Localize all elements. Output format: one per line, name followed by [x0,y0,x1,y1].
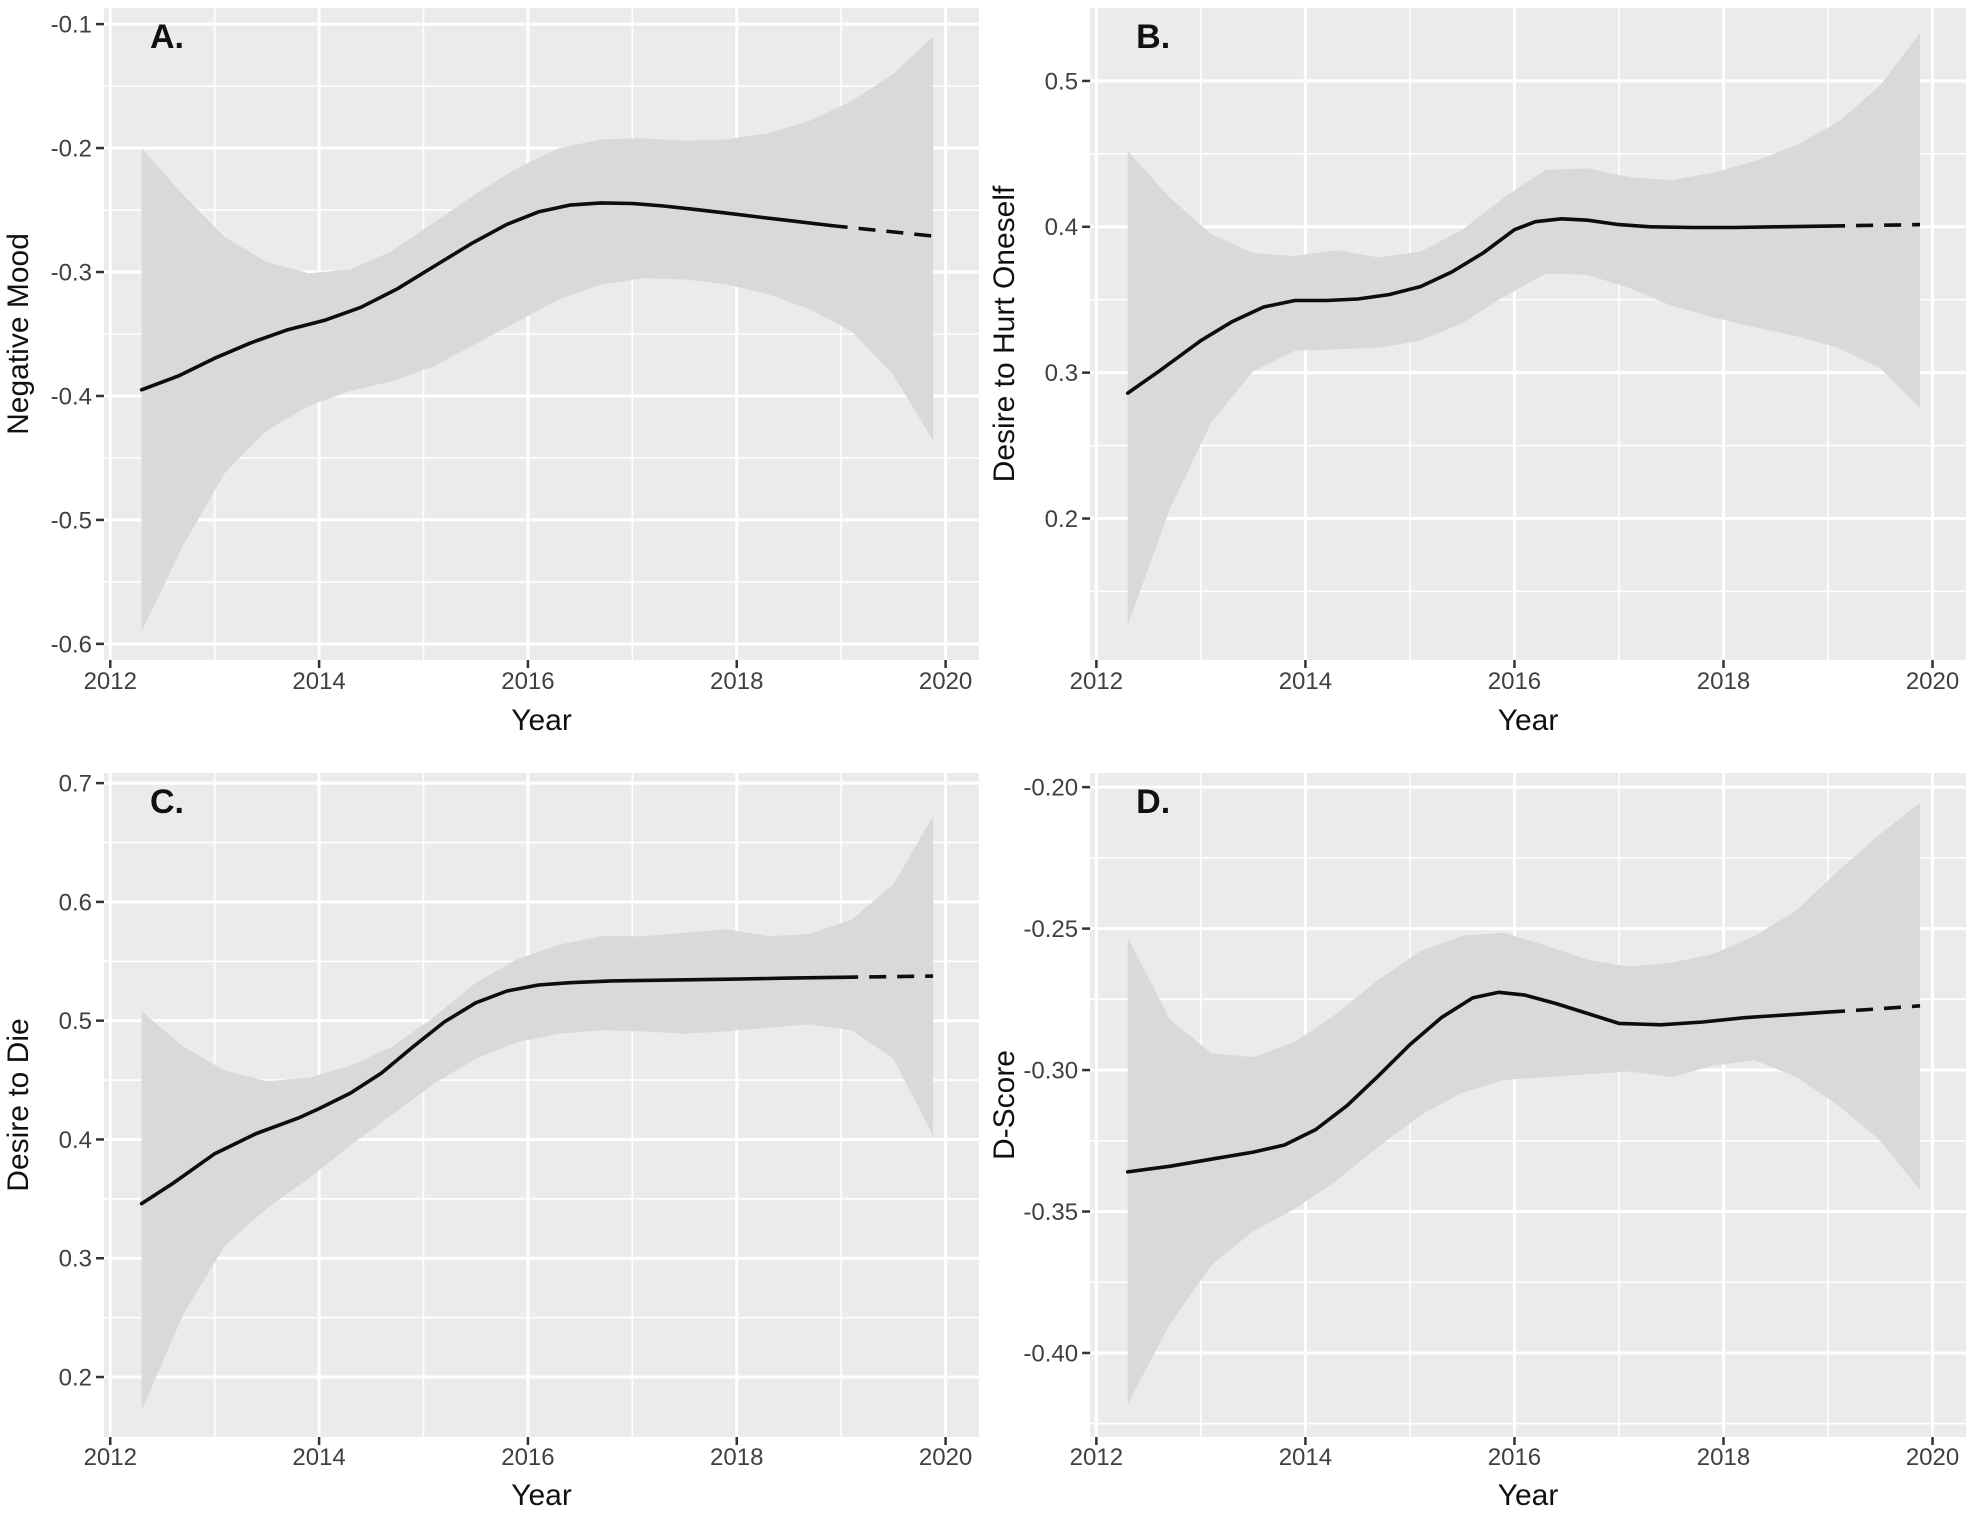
y-tick-label: -0.2 [51,135,92,162]
x-tick-label: 2018 [710,1444,763,1471]
trend-line-projection [1828,222,1921,228]
y-axis-title: D-Score [988,1050,1021,1160]
y-tick-label: 0.7 [59,770,92,797]
trend-line [1125,990,1830,1174]
trend-line [139,201,833,392]
x-tick-label: 2016 [1488,668,1541,695]
x-axis-title: Year [1498,704,1559,737]
x-tick-label: 2014 [1279,1444,1332,1471]
x-tick-label: 2020 [919,1444,972,1471]
trend-line [139,975,844,1206]
y-tick-label: 0.3 [1045,360,1078,387]
x-axis-title: Year [1498,1479,1559,1512]
x-axis-title: Year [511,1479,572,1512]
panel-letter: C. [150,783,184,821]
panel-b-cell: 2012 2014 2016 2018 2020 0.5 0.4 0.3 0.2 Year Desi… [986,0,1973,759]
x-tick-label: 2016 [501,668,554,695]
x-tick-label: 2014 [1279,668,1332,695]
confidence-band [1127,32,1921,626]
confidence-band [141,36,934,632]
y-tick-label: -0.40 [1023,1340,1078,1367]
x-tick-label: 2018 [710,668,763,695]
x-tick-label: 2014 [292,668,345,695]
y-tick-label: -0.1 [51,12,92,39]
panel-letter: A. [150,18,184,56]
x-tick-label: 2012 [84,1444,137,1471]
x-axis-title: Year [511,704,572,737]
y-tick-label: 0.6 [59,889,92,916]
y-tick-label: -0.35 [1023,1199,1078,1226]
x-tick-label: 2020 [919,668,972,695]
x-tick-label: 2012 [1070,1444,1123,1471]
y-axis-title: Desire to Die [2,1018,35,1191]
panel-b-chart: 2012 2014 2016 2018 2020 0.5 0.4 0.3 0.2 Year Desi… [988,8,1966,737]
y-tick-label: 0.3 [59,1246,92,1273]
y-tick-label: -0.3 [51,259,92,286]
panel-c-cell: 2012 2014 2016 2018 2020 0.7 0.6 0.5 0.4 0.3 0.2 Ye… [0,759,986,1518]
x-tick-label: 2012 [1070,668,1123,695]
panel-d-cell: 2012 2014 2016 2018 2020 -0.20 -0.25 -0.30 -0.35… [986,759,1973,1518]
x-tick-label: 2018 [1697,1444,1750,1471]
y-axis-title: Negative Mood [2,233,35,435]
x-tick-label: 2018 [1697,668,1750,695]
panel-letter: D. [1136,783,1170,821]
y-tick-label: 0.5 [1045,68,1078,95]
y-tick-label: 0.4 [59,1127,92,1154]
x-tick-label: 2020 [1906,668,1959,695]
x-tick-label: 2016 [1488,1444,1541,1471]
y-tick-label: 0.4 [1045,214,1078,241]
panel-d-chart: 2012 2014 2016 2018 2020 -0.20 -0.25 -0.30 -0.35… [988,773,1966,1512]
x-tick-label: 2020 [1906,1444,1959,1471]
y-tick-label: -0.6 [51,631,92,658]
panel-a-cell: 2012 2014 2016 2018 2020 -0.1 -0.2 -0.3 -0.4 -0.5… [0,0,986,759]
confidence-band [141,816,934,1411]
panel-a-chart: 2012 2014 2016 2018 2020 -0.1 -0.2 -0.3 -0.4 -0.5… [2,8,979,737]
y-tick-label: -0.25 [1023,916,1078,943]
trend-line-projection [841,974,934,980]
y-tick-label: -0.20 [1023,775,1078,802]
x-tick-label: 2016 [501,1444,554,1471]
y-axis-title: Desire to Hurt Oneself [988,185,1021,482]
y-tick-label: -0.5 [51,507,92,534]
y-tick-label: 0.2 [1045,506,1078,533]
x-tick-label: 2012 [84,668,137,695]
trend-line-projection [1827,1004,1921,1014]
y-tick-label: 0.5 [59,1008,92,1035]
panel-letter: B. [1136,18,1170,56]
panel-c-chart: 2012 2014 2016 2018 2020 0.7 0.6 0.5 0.4 0.3 0.2 Ye… [2,770,979,1512]
y-tick-label: -0.4 [51,383,92,410]
y-tick-label: -0.30 [1023,1057,1078,1084]
confidence-band [1127,802,1921,1404]
trend-line-projection [830,223,934,238]
y-tick-label: 0.2 [59,1364,92,1391]
x-tick-label: 2014 [292,1444,345,1471]
trend-line [1125,217,1830,395]
